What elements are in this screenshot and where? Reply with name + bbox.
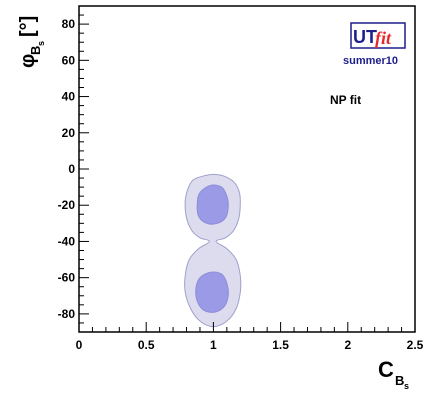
x-tick-label: 2 <box>344 338 351 352</box>
logo-subtitle: summer10 <box>343 55 398 67</box>
y-tick-label: -40 <box>58 234 76 248</box>
x-axis-ticks: 0 0.5 1 1.5 2 2.5 <box>76 322 424 352</box>
logo-brand-main: UT <box>353 27 377 47</box>
y-tick-label: 60 <box>62 53 76 67</box>
logo-brand-italic: fit <box>375 28 392 48</box>
y-axis-title-main: φ <box>17 54 39 68</box>
y-tick-label: -20 <box>58 198 76 212</box>
contour-region-68-1 <box>196 184 229 225</box>
logo-box <box>350 22 406 49</box>
x-tick-label: 1.5 <box>272 338 289 352</box>
y-axis-ticks: 80 60 40 20 0 -20 -40 -60 -80 <box>58 5 89 333</box>
x-axis-title: C B s <box>378 357 409 391</box>
contour-regions <box>184 173 242 328</box>
x-axis-title-subsub: s <box>404 381 409 391</box>
y-tick-label: -60 <box>58 271 76 285</box>
y-tick-label: 0 <box>68 162 75 176</box>
utfit-logo: UT fit summer10 <box>343 22 406 67</box>
y-axis-title-unit: [°] <box>17 16 39 37</box>
x-tick-label: 1 <box>210 338 217 352</box>
x-tick-label: 0.5 <box>138 338 155 352</box>
contour-region-68-2 <box>195 271 229 313</box>
x-axis-title-main: C <box>378 357 394 382</box>
y-axis-title-sub: B <box>28 46 43 55</box>
y-tick-label: -80 <box>58 307 76 321</box>
y-axis-title: φ B s [°] <box>17 16 46 68</box>
y-tick-label: 80 <box>62 17 76 31</box>
y-axis-title-subsub: s <box>36 41 46 46</box>
y-tick-label: 20 <box>62 126 76 140</box>
x-axis-title-sub: B <box>395 373 404 388</box>
fit-annotation: NP fit <box>330 93 361 107</box>
y-tick-label: 40 <box>62 90 76 104</box>
x-tick-label: 2.5 <box>407 338 424 352</box>
x-tick-label: 0 <box>76 338 83 352</box>
